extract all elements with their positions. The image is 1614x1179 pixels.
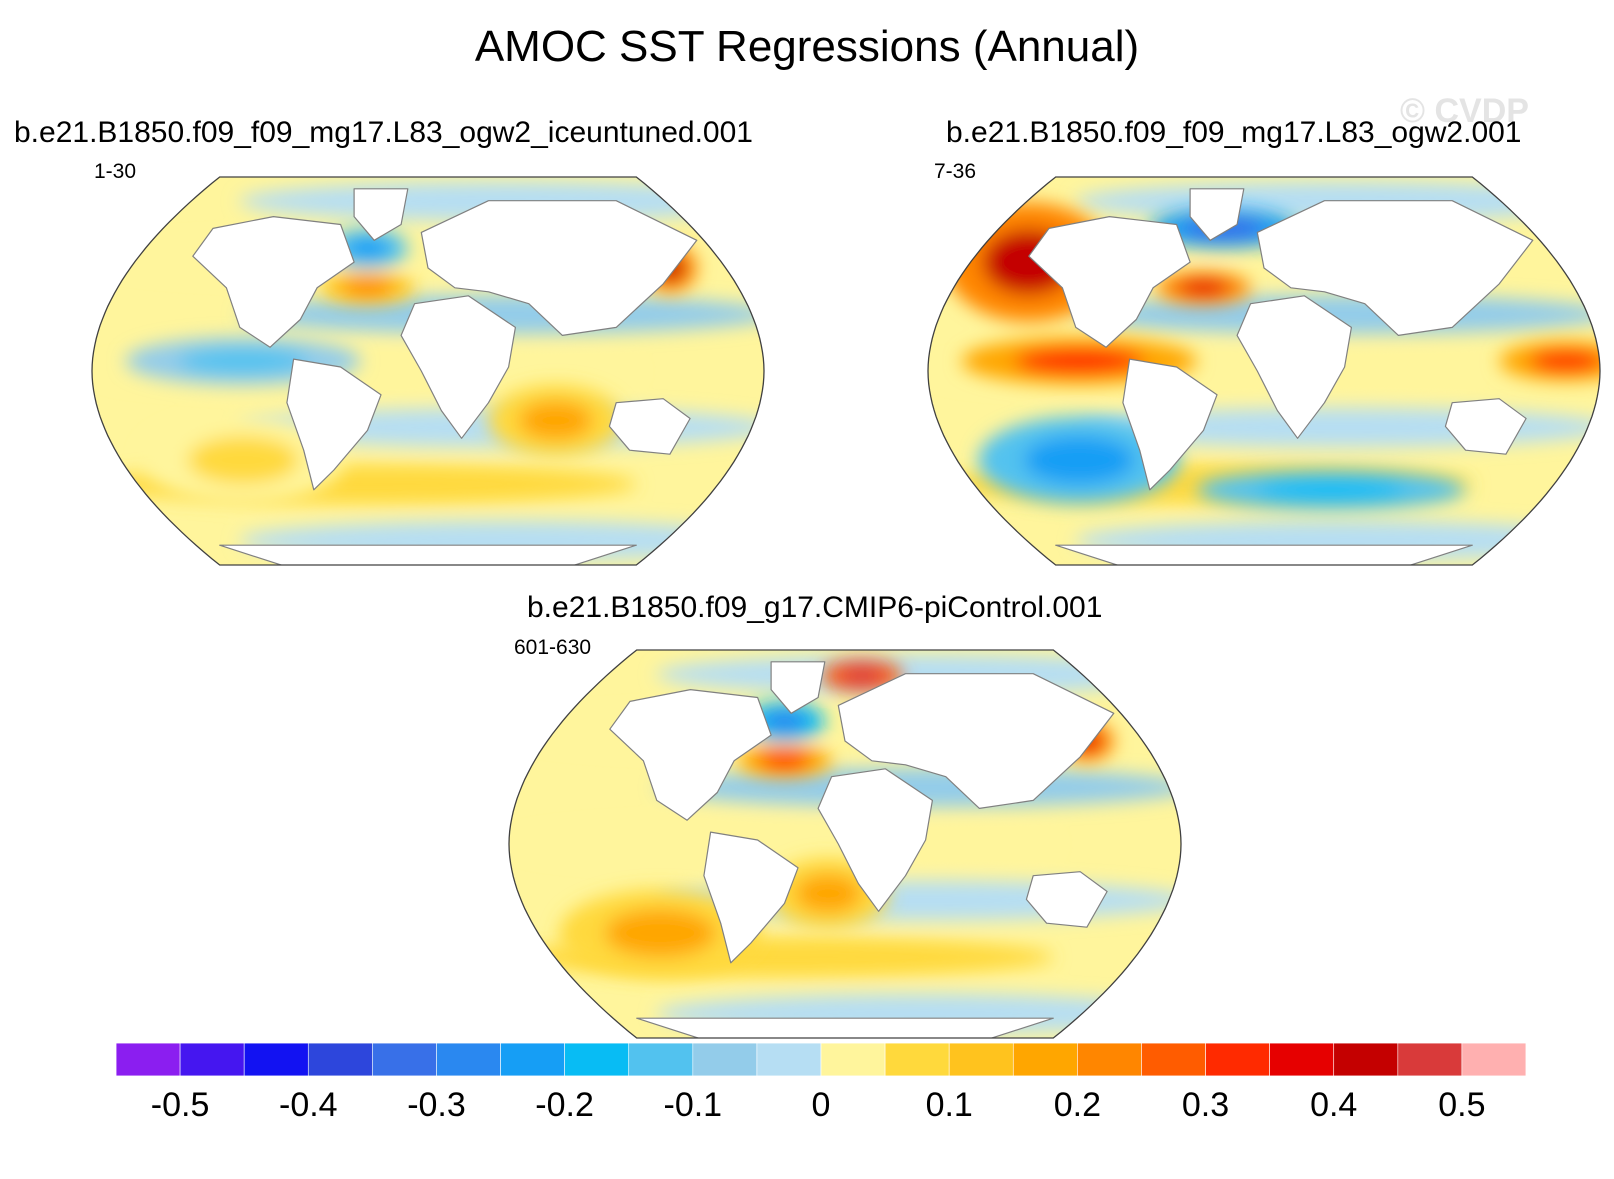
anomaly-core <box>839 666 884 685</box>
anomaly-core <box>1529 350 1600 372</box>
colorbar-tick-label: -0.5 <box>151 1086 210 1124</box>
continent-eurasia <box>420 200 698 336</box>
colorbar-swatch <box>179 1042 245 1077</box>
panel-3-title: b.e21.B1850.f09_g17.CMIP6-piControl.001 <box>527 591 1103 624</box>
colorbar-tick-label: -0.2 <box>535 1086 594 1124</box>
colorbar-swatch <box>756 1042 822 1077</box>
continent-australia <box>608 398 691 455</box>
colorbar-swatch <box>1077 1042 1142 1077</box>
main-title: AMOC SST Regressions (Annual) <box>474 22 1140 71</box>
colorbar-tick-label: 0.1 <box>926 1086 973 1124</box>
colorbar-tick-label: -0.3 <box>407 1086 466 1124</box>
colorbar-swatch <box>884 1042 950 1077</box>
background-band <box>516 824 1054 864</box>
colorbar-swatch <box>1461 1042 1527 1077</box>
panel-3-years: 601-630 <box>514 636 592 659</box>
continent-northAmerica <box>1028 216 1191 348</box>
anomaly-core <box>178 348 308 375</box>
anomaly-core <box>341 279 394 297</box>
colorbar-swatch <box>115 1042 181 1077</box>
watermark: © CVDP <box>1400 92 1529 130</box>
colorbar-swatch <box>1269 1042 1335 1077</box>
anomaly-core <box>1023 436 1135 485</box>
continent-eurasia <box>1256 200 1534 336</box>
continent-southAmerica <box>1122 358 1218 491</box>
continent-southAmerica <box>703 831 799 964</box>
panel-2-title: b.e21.B1850.f09_f09_mg17.L83_ogw2.001 <box>946 116 1522 149</box>
anomaly-core <box>762 710 807 733</box>
colorbar-swatch <box>372 1042 437 1077</box>
world-map-panel-1 <box>91 176 765 566</box>
continent-australia <box>1444 398 1527 455</box>
colorbar-tick-label: 0 <box>812 1086 831 1124</box>
continent-greenland <box>770 661 826 714</box>
continent-antarctica <box>219 544 637 565</box>
colorbar-swatch <box>820 1042 886 1077</box>
background-band <box>656 767 1181 808</box>
world-map-panel-3 <box>508 649 1182 1039</box>
colorbar-tick-label: -0.4 <box>279 1086 338 1124</box>
continent-antarctica <box>1055 544 1473 565</box>
background-band <box>239 294 764 335</box>
anomaly-core <box>345 237 390 260</box>
anomaly-core <box>794 873 862 914</box>
colorbar-swatch <box>1397 1042 1463 1077</box>
anomaly-core <box>1014 348 1144 375</box>
colorbar-tick-label: 0.3 <box>1182 1086 1229 1124</box>
colorbar-swatch <box>1333 1042 1399 1077</box>
map-outline <box>927 176 1601 566</box>
colorbar-tick-label: -0.1 <box>664 1086 723 1124</box>
continent-africa <box>817 768 933 912</box>
continent-africa <box>400 295 516 439</box>
colorbar-swatch <box>564 1042 630 1077</box>
continent-eurasia <box>837 673 1115 809</box>
continent-southAmerica <box>286 358 382 491</box>
colorbar-swatch <box>1141 1042 1206 1077</box>
colorbar-swatch <box>500 1042 565 1077</box>
background-band <box>1075 294 1600 335</box>
colorbar-tick-label: 0.2 <box>1054 1086 1101 1124</box>
continent-antarctica <box>636 1017 1054 1038</box>
world-map-panel-2 <box>927 176 1601 566</box>
panel-1-title: b.e21.B1850.f09_f09_mg17.L83_ogw2_iceunt… <box>14 116 753 149</box>
map-outline <box>508 649 1182 1039</box>
continent-greenland <box>353 188 409 241</box>
anomaly-core <box>187 436 299 485</box>
continent-northAmerica <box>609 689 772 821</box>
anomaly-core <box>604 909 716 958</box>
colorbar-swatch <box>628 1042 694 1077</box>
colorbar-frame <box>115 1042 1527 1077</box>
colorbar-swatch <box>1012 1042 1078 1077</box>
map-outline <box>91 176 765 566</box>
colorbar: -0.5 -0.4 -0.3 -0.2 -0.1 0 0.1 0.2 0.3 0.4 0.5 <box>115 1042 1527 1124</box>
colorbar-swatch <box>243 1042 309 1077</box>
panel-2-years: 7-36 <box>934 160 977 183</box>
anomaly-core <box>758 752 811 770</box>
colorbar-swatch <box>1205 1042 1270 1077</box>
colorbar-tick-label: 0.5 <box>1438 1086 1485 1124</box>
anomaly-core <box>518 400 593 441</box>
colorbar-swatch <box>307 1042 373 1077</box>
colorbar-swatch <box>692 1042 758 1077</box>
colorbar-swatch <box>948 1042 1014 1077</box>
continent-northAmerica <box>192 216 355 348</box>
colorbar-swatch <box>436 1042 501 1077</box>
continent-africa <box>1236 295 1352 439</box>
continent-australia <box>1025 871 1108 928</box>
anomaly-core <box>1257 478 1406 501</box>
continent-greenland <box>1189 188 1245 241</box>
anomaly-core <box>1177 279 1230 297</box>
panel-1-years: 1-30 <box>94 160 137 183</box>
colorbar-tick-label: 0.4 <box>1310 1086 1357 1124</box>
